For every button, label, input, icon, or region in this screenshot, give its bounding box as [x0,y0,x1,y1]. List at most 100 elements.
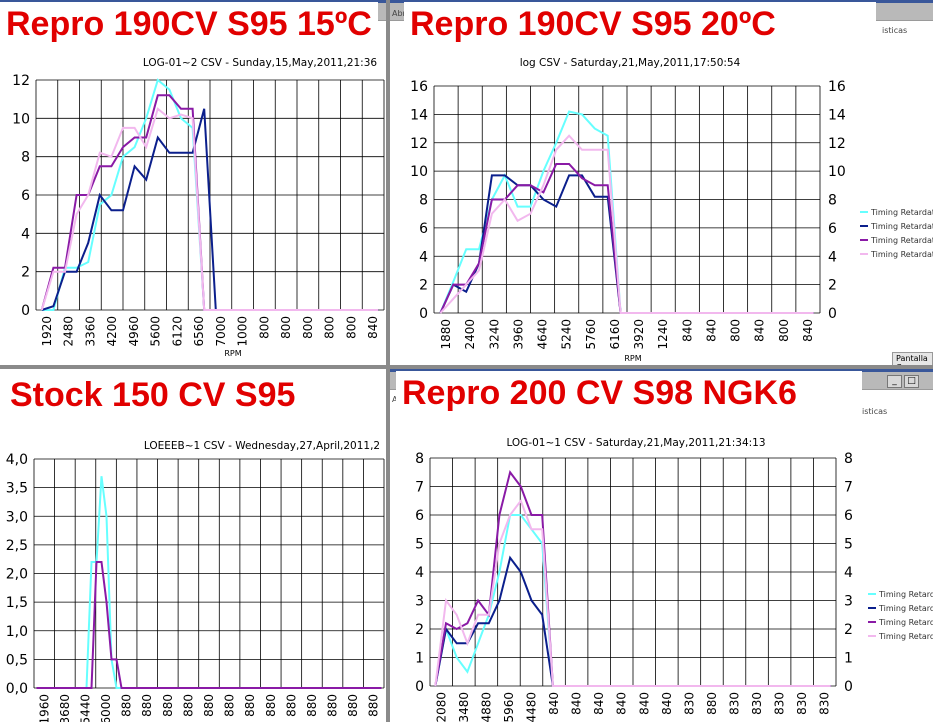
series-line-purple [36,561,382,689]
chart-caption: Repro 190CV S95 15ºC [0,2,378,46]
y-tick-label: 2 [415,622,424,638]
minimize-button[interactable]: _ [887,375,902,388]
y-tick-label: 2,0 [6,567,28,583]
y-tick-label-right: 4 [844,565,853,581]
x-tick-label: 3680 [58,694,72,722]
x-tick-label: 840 [680,319,694,342]
y-tick-label-right: 3 [844,594,853,610]
x-tick-label: 840 [570,692,584,715]
y-tick-label: 12 [410,136,428,152]
x-tick-label: 880 [284,694,298,717]
y-tick-label-right: 0 [844,679,853,695]
x-tick-label: 3920 [632,319,646,350]
legend-label: Timing Retardatio [878,632,933,641]
x-tick-label: 5440 [78,694,92,722]
x-tick-label: 5240 [560,319,574,350]
series-line-pink [439,134,814,314]
legend-label: Timing Retardatio [870,250,933,259]
y-tick-label: 14 [410,107,428,123]
x-tick-label: 880 [305,694,319,717]
legend-label: Timing Retardatio [878,590,933,599]
y-tick-label: 2 [419,278,428,294]
chart-panel-4: Abr adisticas _ □ Repro 200 CV S98 NGK6 … [390,369,933,722]
y-tick-label-right: 5 [844,537,853,553]
y-tick-label: 0,0 [6,681,28,697]
x-tick-label: 840 [801,319,815,342]
x-tick-label: 880 [140,694,154,717]
chart-panel-1: Repro 190CV S95 15ºC LOG-01~2 CSV - Sund… [0,0,386,365]
legend-label: Timing Retardatio [870,222,933,231]
x-tick-label: 840 [592,692,606,715]
y-tick-label-right: 0 [828,306,837,322]
chart-svg: log CSV - Saturday,21,May,2011,17:50:54 0… [410,57,933,363]
x-tick-label: 880 [243,694,257,717]
x-tick-label: 880 [202,694,216,717]
x-tick-label: 840 [637,692,651,715]
menu-fragment[interactable]: adisticas [852,407,888,416]
menu-fragment[interactable]: isticas [882,26,908,35]
x-tick-label: 6160 [608,319,622,350]
window-titlebar [390,0,933,3]
chart-caption: Repro 190CV S95 20ºC [404,2,876,46]
y-tick-label-right: 14 [828,107,846,123]
x-tick-label: 1920 [40,316,54,347]
chart-title: LOG-01~2 CSV - Sunday,15,May,2011,21:36 [143,57,377,69]
x-tick-label: 2400 [463,319,477,350]
y-tick-label-right: 10 [828,164,846,180]
x-tick-label: 880 [264,694,278,717]
x-tick-label: 800 [729,319,743,342]
x-tick-label: 840 [366,316,380,339]
x-tick-label: 2080 [434,692,448,722]
y-tick-label: 1,5 [6,595,28,611]
series-line-pink [40,107,379,311]
x-axis-label: RPM [224,349,241,358]
x-tick-label: 7000 [214,316,228,347]
x-tick-label: 800 [301,316,315,339]
y-tick-label: 4,0 [6,452,28,468]
x-tick-label: 830 [795,692,809,715]
x-tick-label: 2480 [62,316,76,347]
x-tick-label: 6120 [170,316,184,347]
x-tick-label: 880 [120,694,134,717]
x-tick-label: 840 [547,692,561,715]
chart-svg: LOG-01~2 CSV - Sunday,15,May,2011,21:36 0… [12,57,385,358]
menu-fragment[interactable]: Abr [392,9,406,18]
x-tick-label: 800 [777,319,791,342]
y-tick-label: 4 [21,226,30,242]
y-tick-label: 1,0 [6,624,28,640]
y-tick-label: 2,5 [6,538,28,554]
x-tick-label: 1000 [236,316,250,347]
y-tick-label: 12 [12,73,30,89]
x-tick-label: 4480 [525,692,539,722]
y-tick-label-right: 12 [828,136,846,152]
x-tick-label: 3960 [511,319,525,350]
y-tick-label: 0 [415,679,424,695]
y-tick-label: 8 [415,451,424,467]
x-tick-label: 830 [773,692,787,715]
y-tick-label: 7 [415,480,424,496]
y-tick-label: 0 [419,306,428,322]
chart-title: LOG-01~1 CSV - Saturday,21,May,2011,21:3… [506,437,765,449]
maximize-button[interactable]: □ [904,375,919,388]
x-tick-label: 840 [704,319,718,342]
y-tick-label: 4 [415,565,424,581]
x-tick-label: 4200 [105,316,119,347]
y-tick-label-right: 6 [844,508,853,524]
x-tick-label: 830 [682,692,696,715]
y-tick-label-right: 8 [828,193,837,209]
x-tick-label: 880 [367,694,381,717]
y-tick-label-right: 2 [844,622,853,638]
y-tick-label-right: 8 [844,451,853,467]
pantalla-button[interactable]: Pantalla Co [892,352,933,365]
x-tick-label: 1240 [656,319,670,350]
x-tick-label: 5760 [584,319,598,350]
x-tick-label: 840 [615,692,629,715]
y-tick-label: 16 [410,79,428,95]
y-tick-label: 8 [21,150,30,166]
y-tick-label-right: 6 [828,221,837,237]
x-tick-label: 880 [326,694,340,717]
x-tick-label: 3240 [487,319,501,350]
x-tick-label: 880 [346,694,360,717]
series-line-pink [434,498,831,687]
x-tick-label: 800 [279,316,293,339]
